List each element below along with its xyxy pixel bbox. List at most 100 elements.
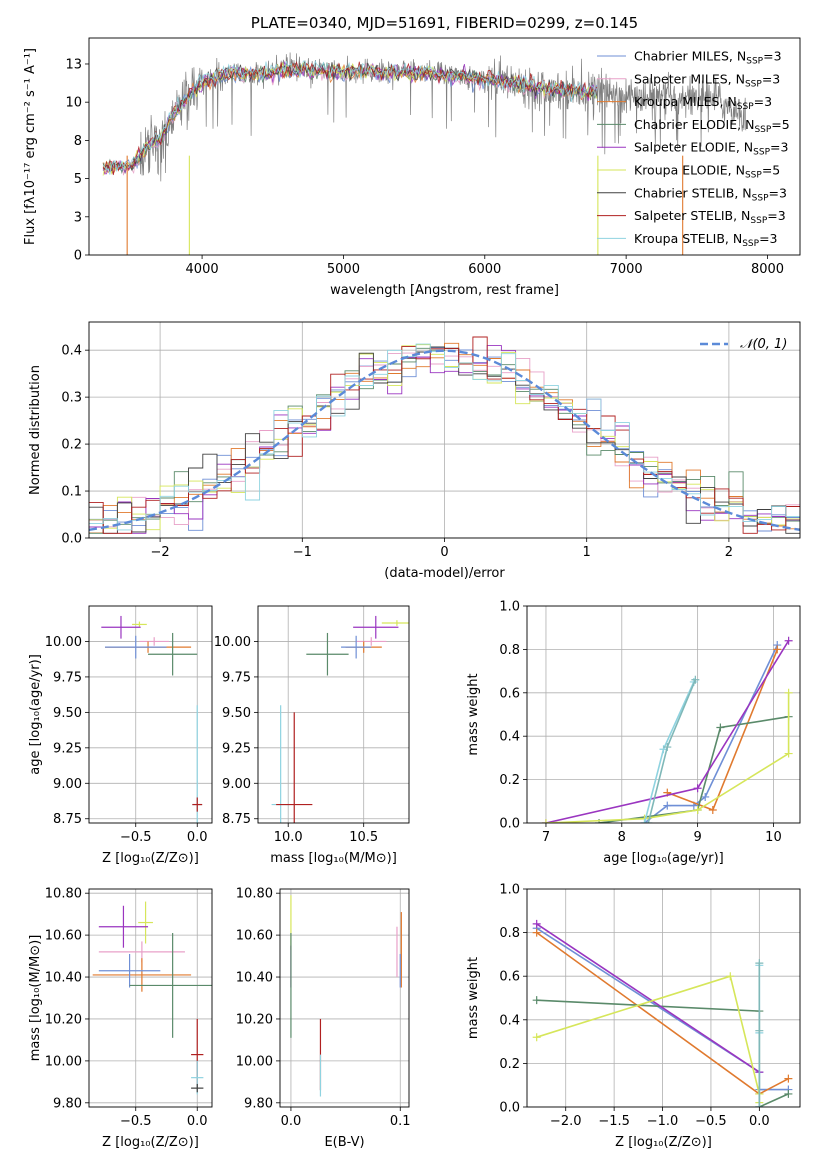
x-axis-label: (data-model)/error bbox=[384, 566, 505, 581]
legend-label: Salpeter ELODIE, NSSP=3 bbox=[634, 140, 788, 158]
x-tick-label: 9 bbox=[693, 830, 701, 845]
legend-suffix: =3 bbox=[762, 71, 780, 86]
x-tick-label: 0.1 bbox=[390, 1114, 411, 1129]
plot-area bbox=[258, 606, 409, 823]
legend-suffix: =3 bbox=[770, 140, 788, 155]
legend-sub: SSP bbox=[753, 148, 770, 158]
y-tick-label: 0.1 bbox=[61, 485, 82, 500]
histogram-salpeter-elodie bbox=[89, 345, 800, 534]
x-tick-label: 5000 bbox=[327, 262, 360, 277]
plot-area bbox=[102, 52, 747, 255]
weight-line-chabrier-stelib bbox=[647, 679, 697, 823]
y-tick-label: 0.8 bbox=[499, 926, 520, 941]
x-tick-label: −0.5 bbox=[120, 1114, 152, 1129]
plus-marker bbox=[784, 1074, 793, 1083]
legend-suffix: =5 bbox=[762, 163, 780, 178]
y-tick-label: 10.00 bbox=[45, 635, 82, 650]
model-line bbox=[102, 63, 598, 176]
y-tick-label: 9.00 bbox=[222, 777, 251, 792]
x-axis-label: Z [log₁₀(Z/Z⊙)] bbox=[615, 1135, 712, 1150]
x-tick-label: −0.5 bbox=[695, 1114, 727, 1129]
legend-suffix: =3 bbox=[769, 185, 787, 200]
plus-marker bbox=[693, 784, 702, 793]
plot-area bbox=[89, 889, 212, 1107]
legend-label: Kroupa ELODIE, NSSP=5 bbox=[634, 163, 780, 181]
legend-sub: SSP bbox=[746, 57, 763, 67]
y-tick-label: 0.6 bbox=[499, 970, 520, 985]
y-tick-label: 0.3 bbox=[61, 391, 82, 406]
errorbar-point bbox=[306, 632, 349, 676]
model-line bbox=[102, 60, 598, 175]
y-tick-label: 10.20 bbox=[236, 1012, 273, 1027]
plus-marker bbox=[532, 1033, 541, 1042]
y-tick-label: 9.50 bbox=[222, 706, 251, 721]
x-tick-label: −1 bbox=[293, 545, 312, 560]
y-tick-label: 8.75 bbox=[222, 812, 251, 827]
plus-marker bbox=[784, 749, 793, 758]
plus-marker bbox=[663, 743, 672, 752]
plus-marker bbox=[532, 928, 541, 937]
axes-frame bbox=[88, 888, 213, 1108]
y-tick-label: 0.6 bbox=[499, 686, 520, 701]
legend-label: 𝒩(0, 1) bbox=[740, 337, 787, 352]
axes-frame bbox=[88, 605, 213, 824]
y-tick-label: 0.4 bbox=[61, 344, 82, 359]
plus-marker bbox=[532, 996, 541, 1005]
plus-marker bbox=[640, 819, 649, 823]
errorbar-point bbox=[139, 637, 169, 646]
plus-marker bbox=[755, 1026, 764, 1035]
y-tick-label: 0.0 bbox=[499, 817, 520, 832]
y-tick-label: 8 bbox=[74, 134, 82, 149]
y-axis-label: mass weight bbox=[466, 957, 481, 1039]
plus-marker bbox=[755, 959, 764, 968]
y-axis-label: Normed distribution bbox=[28, 365, 43, 495]
y-tick-label: 0.0 bbox=[61, 532, 82, 547]
plus-marker bbox=[784, 636, 793, 645]
axes-frame bbox=[526, 605, 801, 824]
errorbar-point bbox=[138, 901, 153, 944]
y-tick-label: 0.2 bbox=[499, 1057, 520, 1072]
y-tick-label: 8.75 bbox=[53, 812, 82, 827]
y-tick-label: 0 bbox=[74, 249, 82, 264]
legend-sub: SSP bbox=[752, 193, 769, 203]
errorbar-point bbox=[191, 1083, 204, 1093]
axes-frame bbox=[88, 321, 801, 539]
y-tick-label: 9.50 bbox=[53, 706, 82, 721]
y-tick-label: 0.0 bbox=[499, 1101, 520, 1116]
x-tick-label: 7 bbox=[542, 830, 550, 845]
legend-label: Chabrier STELIB, NSSP=3 bbox=[634, 185, 787, 203]
y-tick-label: 10.00 bbox=[236, 1054, 273, 1069]
legend-sub: SSP bbox=[742, 239, 759, 249]
errorbar-point bbox=[104, 635, 167, 659]
x-tick-label: −1.0 bbox=[647, 1114, 679, 1129]
axes-frame bbox=[88, 37, 801, 256]
x-tick-label: −2.0 bbox=[550, 1114, 582, 1129]
y-tick-label: 10.20 bbox=[45, 1012, 82, 1027]
x-tick-label: 0.0 bbox=[749, 1114, 770, 1129]
panel-mass_vs_Z: −0.5 0.0 9.80 10.00 10.20 10.40 10.60 10.80 Z [l… bbox=[28, 887, 213, 1150]
x-axis-label: age [log₁₀(age/yr)] bbox=[603, 851, 724, 866]
y-axis-label: age [log₁₀(age/yr)] bbox=[28, 654, 43, 775]
plus-marker bbox=[541, 819, 550, 823]
legend-label: Kroupa STELIB, NSSP=3 bbox=[634, 231, 778, 249]
weight-line-kroupa-miles bbox=[667, 649, 779, 812]
x-axis-label: wavelength [Angstrom, rest frame] bbox=[330, 283, 559, 298]
y-tick-label: 13 bbox=[65, 57, 82, 72]
axes-frame bbox=[257, 605, 410, 824]
legend-suffix: =5 bbox=[771, 117, 789, 132]
y-tick-label: 9.80 bbox=[53, 1096, 82, 1111]
legend-sub: SSP bbox=[745, 79, 762, 89]
y-tick-label: 9.75 bbox=[53, 670, 82, 685]
x-axis-label: E(B-V) bbox=[324, 1135, 364, 1150]
y-axis-label: mass weight bbox=[466, 673, 481, 755]
plot-area bbox=[527, 606, 800, 823]
x-axis-label: mass [log₁₀(M/M⊙)] bbox=[270, 851, 397, 866]
plus-marker bbox=[784, 1089, 793, 1098]
plus-marker bbox=[773, 645, 782, 654]
y-tick-label: 0.4 bbox=[499, 730, 520, 745]
errorbar-point bbox=[276, 712, 313, 823]
errorbar-point bbox=[98, 905, 149, 948]
histogram-chabrier-stelib bbox=[89, 346, 800, 534]
errorbar-point bbox=[192, 797, 203, 812]
x-tick-label: −2 bbox=[151, 545, 170, 560]
